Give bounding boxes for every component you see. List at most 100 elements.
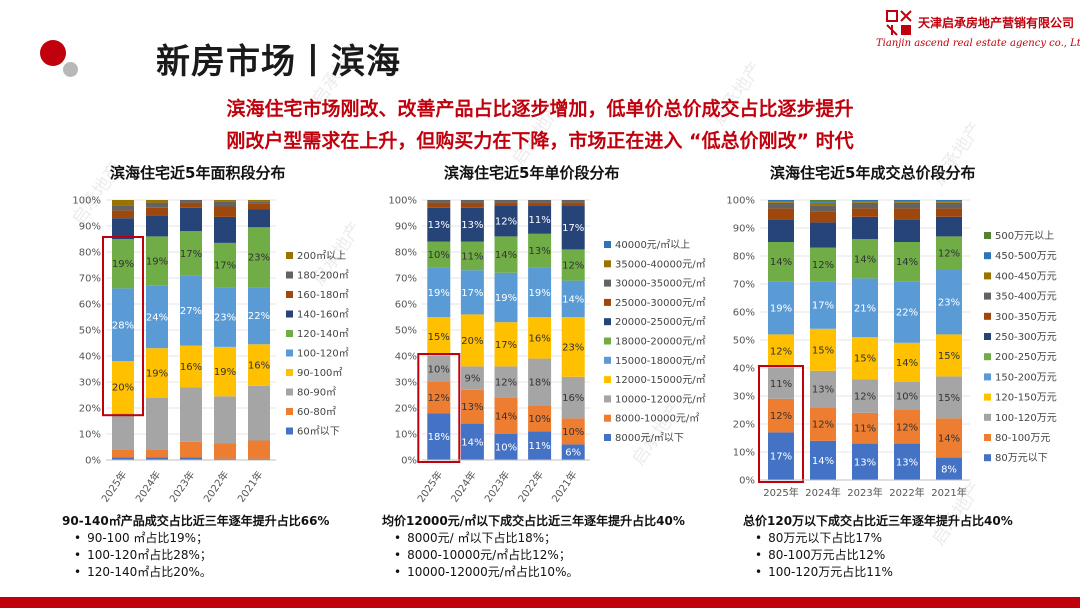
x-tick-label: 2024年 <box>132 468 163 504</box>
legend-label: 450-500万元 <box>995 251 1057 262</box>
bar-segment <box>528 233 552 268</box>
legend-swatch <box>984 434 991 441</box>
bar-segment <box>427 241 451 268</box>
bar-segment <box>936 270 962 335</box>
bar-segment <box>214 242 236 288</box>
data-label: 21% <box>854 303 876 314</box>
data-label: 14% <box>495 411 517 422</box>
bar-segment <box>146 457 168 460</box>
highlight-box <box>417 353 461 463</box>
bar-segment <box>146 236 168 286</box>
data-label: 8% <box>941 464 957 475</box>
data-label: 14% <box>562 294 584 305</box>
chart-title-area: 滨海住宅近5年面积段分布 <box>110 164 286 182</box>
y-tick-label: 30% <box>79 378 101 389</box>
legend-label: 80-90㎡ <box>297 387 336 399</box>
legend-swatch <box>286 427 293 435</box>
data-label: 17% <box>214 261 236 272</box>
bar-segment <box>146 397 168 450</box>
legend-label: 8000-10000元/㎡ <box>615 413 699 425</box>
bar-segment <box>894 281 920 343</box>
bar-segment <box>936 418 962 458</box>
summary-item: 8000元/ ㎡以下占比18%； <box>394 530 685 547</box>
data-label: 22% <box>248 311 270 322</box>
y-tick-label: 90% <box>733 224 755 235</box>
bar-segment <box>810 407 836 441</box>
legend-label: 200-250万元 <box>995 352 1057 363</box>
bar-segment <box>214 206 236 217</box>
bar-segment <box>561 418 585 445</box>
bar-segment <box>561 317 585 377</box>
page-title: 新房市场丨滨海 <box>156 42 401 82</box>
bar-segment <box>146 202 168 208</box>
bar-segment <box>180 275 202 346</box>
data-label: 19% <box>495 293 517 304</box>
bar-segment <box>180 441 202 458</box>
x-tick-label: 2025年 <box>98 468 129 504</box>
bar-segment <box>768 368 794 399</box>
y-tick-label: 10% <box>395 430 417 441</box>
legend-swatch <box>286 369 293 376</box>
legend-label: 250-300万元 <box>995 332 1057 343</box>
bar-segment <box>810 440 836 480</box>
x-tick-label: 2024年 <box>805 486 840 499</box>
bar-segment <box>112 288 134 362</box>
y-tick-label: 10% <box>733 448 755 459</box>
bar-segment <box>528 205 552 234</box>
bar-segment <box>460 366 484 390</box>
legend-label: 80万元以下 <box>995 453 1048 464</box>
x-tick-label: 2023年 <box>847 486 882 499</box>
bar-segment <box>427 413 451 460</box>
bar-segment <box>528 405 552 432</box>
unit-price-distribution-chart: 0% 10% 20% 30% 40% 50% 60% 70% 80% 90% 100% 18% 12% 1… <box>388 196 706 505</box>
bar-segment <box>894 342 920 382</box>
legend-swatch <box>984 312 991 320</box>
decor-dot-gray <box>63 62 78 77</box>
legend-swatch <box>604 414 611 422</box>
x-tick-label: 2025年 <box>763 486 798 499</box>
y-tick-label: 80% <box>733 252 755 263</box>
legend-label: 100-120万元 <box>995 413 1057 424</box>
legend-label: 30000-35000元/㎡ <box>615 278 706 290</box>
summary-item: 8000-10000元/㎡占比12%； <box>394 547 685 564</box>
bar-segment <box>146 285 168 349</box>
bar-segment <box>810 222 836 248</box>
bar-segment <box>494 272 518 323</box>
bar-segment <box>894 410 920 444</box>
data-label: 17% <box>461 288 483 299</box>
data-label: 14% <box>938 434 960 445</box>
bar-segment <box>894 202 920 209</box>
bar-segment <box>427 356 451 382</box>
bar-segment <box>561 376 585 419</box>
bar-segment <box>936 334 962 377</box>
y-tick-label: 20% <box>733 420 755 431</box>
data-label: 16% <box>528 333 550 344</box>
bar-segment <box>427 200 451 203</box>
bar-segment <box>810 281 836 329</box>
bar-segment <box>248 458 270 460</box>
data-label: 12% <box>562 261 584 272</box>
y-tick-label: 70% <box>79 274 101 285</box>
bar-segment <box>494 322 518 367</box>
bar-segment <box>248 385 270 441</box>
legend-label: 20000-25000元/㎡ <box>615 316 706 328</box>
x-tick-label: 2021年 <box>234 468 265 504</box>
bar-segment <box>768 281 794 335</box>
bar-segment <box>248 203 270 210</box>
y-tick-label: 100% <box>72 196 101 207</box>
x-tick-label: 2025年 <box>414 468 445 504</box>
bar-segment <box>936 202 962 209</box>
data-label: 19% <box>214 367 236 378</box>
data-label: 11% <box>461 251 483 262</box>
bar-segment <box>214 458 236 460</box>
data-label: 11% <box>528 441 550 452</box>
bar-segment <box>494 397 518 434</box>
bar-segment <box>180 202 202 208</box>
x-tick-label: 2023年 <box>166 468 197 504</box>
legend-label: 12000-15000元/㎡ <box>615 374 706 386</box>
headline-1: 滨海住宅市场刚改、改善产品占比逐步增加，低单价总价成交占比逐步提升 <box>226 98 854 120</box>
data-label: 12% <box>854 392 876 403</box>
y-tick-label: 60% <box>395 300 417 311</box>
data-label: 12% <box>495 378 517 389</box>
bar-segment <box>936 236 962 270</box>
